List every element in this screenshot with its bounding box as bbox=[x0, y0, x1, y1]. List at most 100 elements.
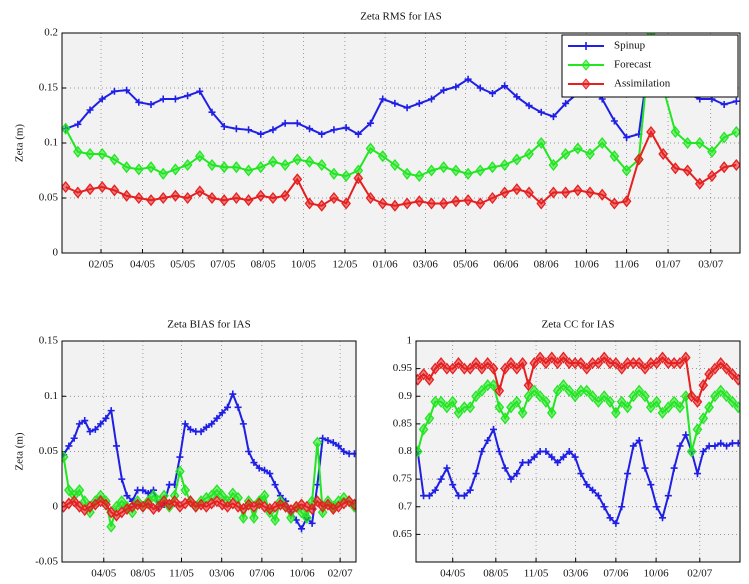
plus-marker bbox=[571, 453, 579, 461]
diamond-marker bbox=[576, 357, 586, 370]
diamond-marker bbox=[675, 357, 685, 370]
x-tick-label: 01/06 bbox=[373, 259, 399, 271]
diamond-marker bbox=[651, 357, 662, 370]
plus-marker bbox=[460, 492, 468, 500]
diamond-marker bbox=[682, 164, 693, 177]
plus-marker bbox=[484, 436, 492, 444]
plus-marker bbox=[488, 90, 496, 97]
diamond-marker bbox=[611, 357, 621, 370]
plot-frame bbox=[415, 340, 741, 563]
plus-marker bbox=[537, 108, 545, 116]
diamond-marker bbox=[692, 423, 703, 436]
diamond-marker bbox=[275, 498, 286, 511]
diamond-marker bbox=[477, 384, 487, 397]
diamond-marker bbox=[402, 197, 412, 210]
plus-marker bbox=[335, 442, 343, 450]
plus-marker bbox=[110, 87, 118, 95]
diamond-marker bbox=[219, 161, 230, 174]
chart-title: Zeta CC for IAS bbox=[541, 319, 614, 331]
plus-marker bbox=[562, 99, 570, 107]
diamond-marker bbox=[447, 362, 458, 375]
legend-marker bbox=[582, 42, 590, 50]
diamond-marker bbox=[243, 194, 254, 207]
diamond-marker bbox=[254, 497, 265, 510]
plus-marker bbox=[266, 470, 274, 478]
plus-marker bbox=[699, 448, 707, 455]
diamond-marker bbox=[73, 145, 83, 158]
diamond-marker bbox=[670, 162, 681, 175]
x-tick-label: 04/05 bbox=[440, 568, 466, 580]
plus-marker bbox=[75, 420, 83, 428]
plus-marker bbox=[118, 475, 126, 483]
diamond-marker bbox=[426, 197, 437, 210]
diamond-marker bbox=[500, 362, 510, 375]
diamond-marker bbox=[731, 125, 740, 139]
x-tick-label: 07/06 bbox=[603, 568, 629, 580]
diamond-marker bbox=[296, 506, 307, 519]
diamond-marker bbox=[146, 161, 156, 174]
diamond-marker bbox=[487, 191, 498, 205]
x-tick-label: 07/06 bbox=[249, 568, 275, 580]
diamond-marker bbox=[733, 373, 740, 386]
plus-marker bbox=[653, 503, 661, 511]
diamond-marker bbox=[349, 498, 356, 511]
diamond-marker bbox=[424, 373, 435, 386]
diamond-marker bbox=[255, 189, 266, 202]
plus-marker bbox=[415, 99, 423, 107]
plus-marker bbox=[367, 119, 375, 127]
plus-marker bbox=[269, 126, 277, 134]
diamond-marker bbox=[670, 125, 681, 139]
diamond-marker bbox=[207, 158, 217, 172]
diamond-marker bbox=[301, 500, 312, 513]
diamond-marker bbox=[148, 489, 159, 502]
diamond-marker bbox=[609, 150, 620, 163]
diamond-marker bbox=[259, 489, 270, 502]
diamond-marker bbox=[494, 401, 505, 414]
diamond-marker bbox=[133, 163, 144, 176]
diamond-marker bbox=[465, 362, 476, 375]
diamond-marker bbox=[62, 450, 69, 464]
plus-marker bbox=[720, 101, 728, 108]
plot-content bbox=[62, 390, 356, 533]
y-tick-label: 0 bbox=[53, 500, 59, 512]
x-tick-label: 02/07 bbox=[687, 568, 713, 580]
plus-marker bbox=[319, 434, 327, 442]
diamond-marker bbox=[270, 513, 280, 527]
plus-marker bbox=[693, 470, 701, 478]
plus-marker bbox=[298, 525, 306, 533]
diamond-marker bbox=[529, 384, 540, 397]
plus-marker bbox=[229, 390, 237, 398]
diamond-marker bbox=[500, 412, 510, 425]
plus-marker bbox=[224, 403, 232, 411]
diamond-marker bbox=[238, 511, 249, 524]
diamond-marker bbox=[243, 164, 254, 177]
diamond-marker bbox=[426, 164, 437, 177]
plus-marker bbox=[330, 126, 338, 134]
plus-marker bbox=[257, 130, 265, 138]
plus-marker bbox=[624, 470, 632, 478]
diamond-marker bbox=[74, 484, 85, 497]
plus-marker bbox=[250, 459, 258, 467]
plus-marker bbox=[208, 420, 216, 428]
diamond-marker bbox=[616, 362, 627, 375]
x-tick-label: 08/06 bbox=[534, 259, 560, 271]
diamond-marker bbox=[657, 406, 668, 419]
plus-marker bbox=[664, 492, 672, 500]
diamond-marker bbox=[511, 362, 522, 375]
plus-marker bbox=[281, 119, 289, 127]
diamond-marker bbox=[640, 362, 650, 375]
x-tick-label: 05/06 bbox=[453, 259, 479, 271]
diamond-marker bbox=[499, 186, 510, 199]
plus-marker bbox=[318, 130, 326, 138]
plus-marker bbox=[403, 104, 411, 112]
plus-marker bbox=[255, 464, 263, 472]
x-tick-label: 03/06 bbox=[413, 259, 439, 271]
plus-marker bbox=[308, 519, 316, 527]
diamond-marker bbox=[721, 362, 732, 375]
diamond-marker bbox=[438, 161, 449, 174]
plus-marker bbox=[618, 503, 626, 511]
diamond-marker bbox=[694, 177, 705, 190]
diamond-marker bbox=[704, 401, 714, 414]
diamond-marker bbox=[512, 153, 522, 166]
